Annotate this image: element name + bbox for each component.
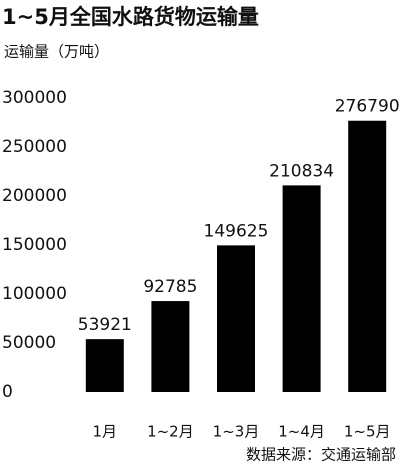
bar xyxy=(348,120,387,393)
value-label: 149625 xyxy=(204,221,269,241)
y-tick-label: 50000 xyxy=(2,333,56,353)
x-tick-label: 1~2月 xyxy=(147,423,194,441)
value-label: 92785 xyxy=(143,277,197,297)
y-tick-label: 100000 xyxy=(2,284,67,304)
x-tick-label: 1月 xyxy=(93,423,118,441)
value-label: 276790 xyxy=(335,97,400,117)
value-label: 210834 xyxy=(269,161,334,181)
bar xyxy=(151,301,190,392)
bar xyxy=(85,339,124,392)
source: 数据来源：交通运输部 xyxy=(246,446,396,464)
y-tick-label: 300000 xyxy=(2,88,67,108)
y-tick-label: 0 xyxy=(2,382,13,402)
y-tick-label: 150000 xyxy=(2,235,67,255)
value-label: 53921 xyxy=(78,315,132,335)
chart-title: 1~5月全国水路货物运输量 xyxy=(2,5,259,29)
x-tick-label: 1~5月 xyxy=(344,423,391,441)
bar xyxy=(217,245,255,392)
bar xyxy=(282,185,321,392)
y-tick-label: 200000 xyxy=(2,186,67,206)
x-tick-label: 1~4月 xyxy=(278,423,325,441)
y-axis-label: 运输量（万吨） xyxy=(4,43,109,61)
x-tick-label: 1~3月 xyxy=(213,423,260,441)
y-tick-label: 250000 xyxy=(2,137,67,157)
